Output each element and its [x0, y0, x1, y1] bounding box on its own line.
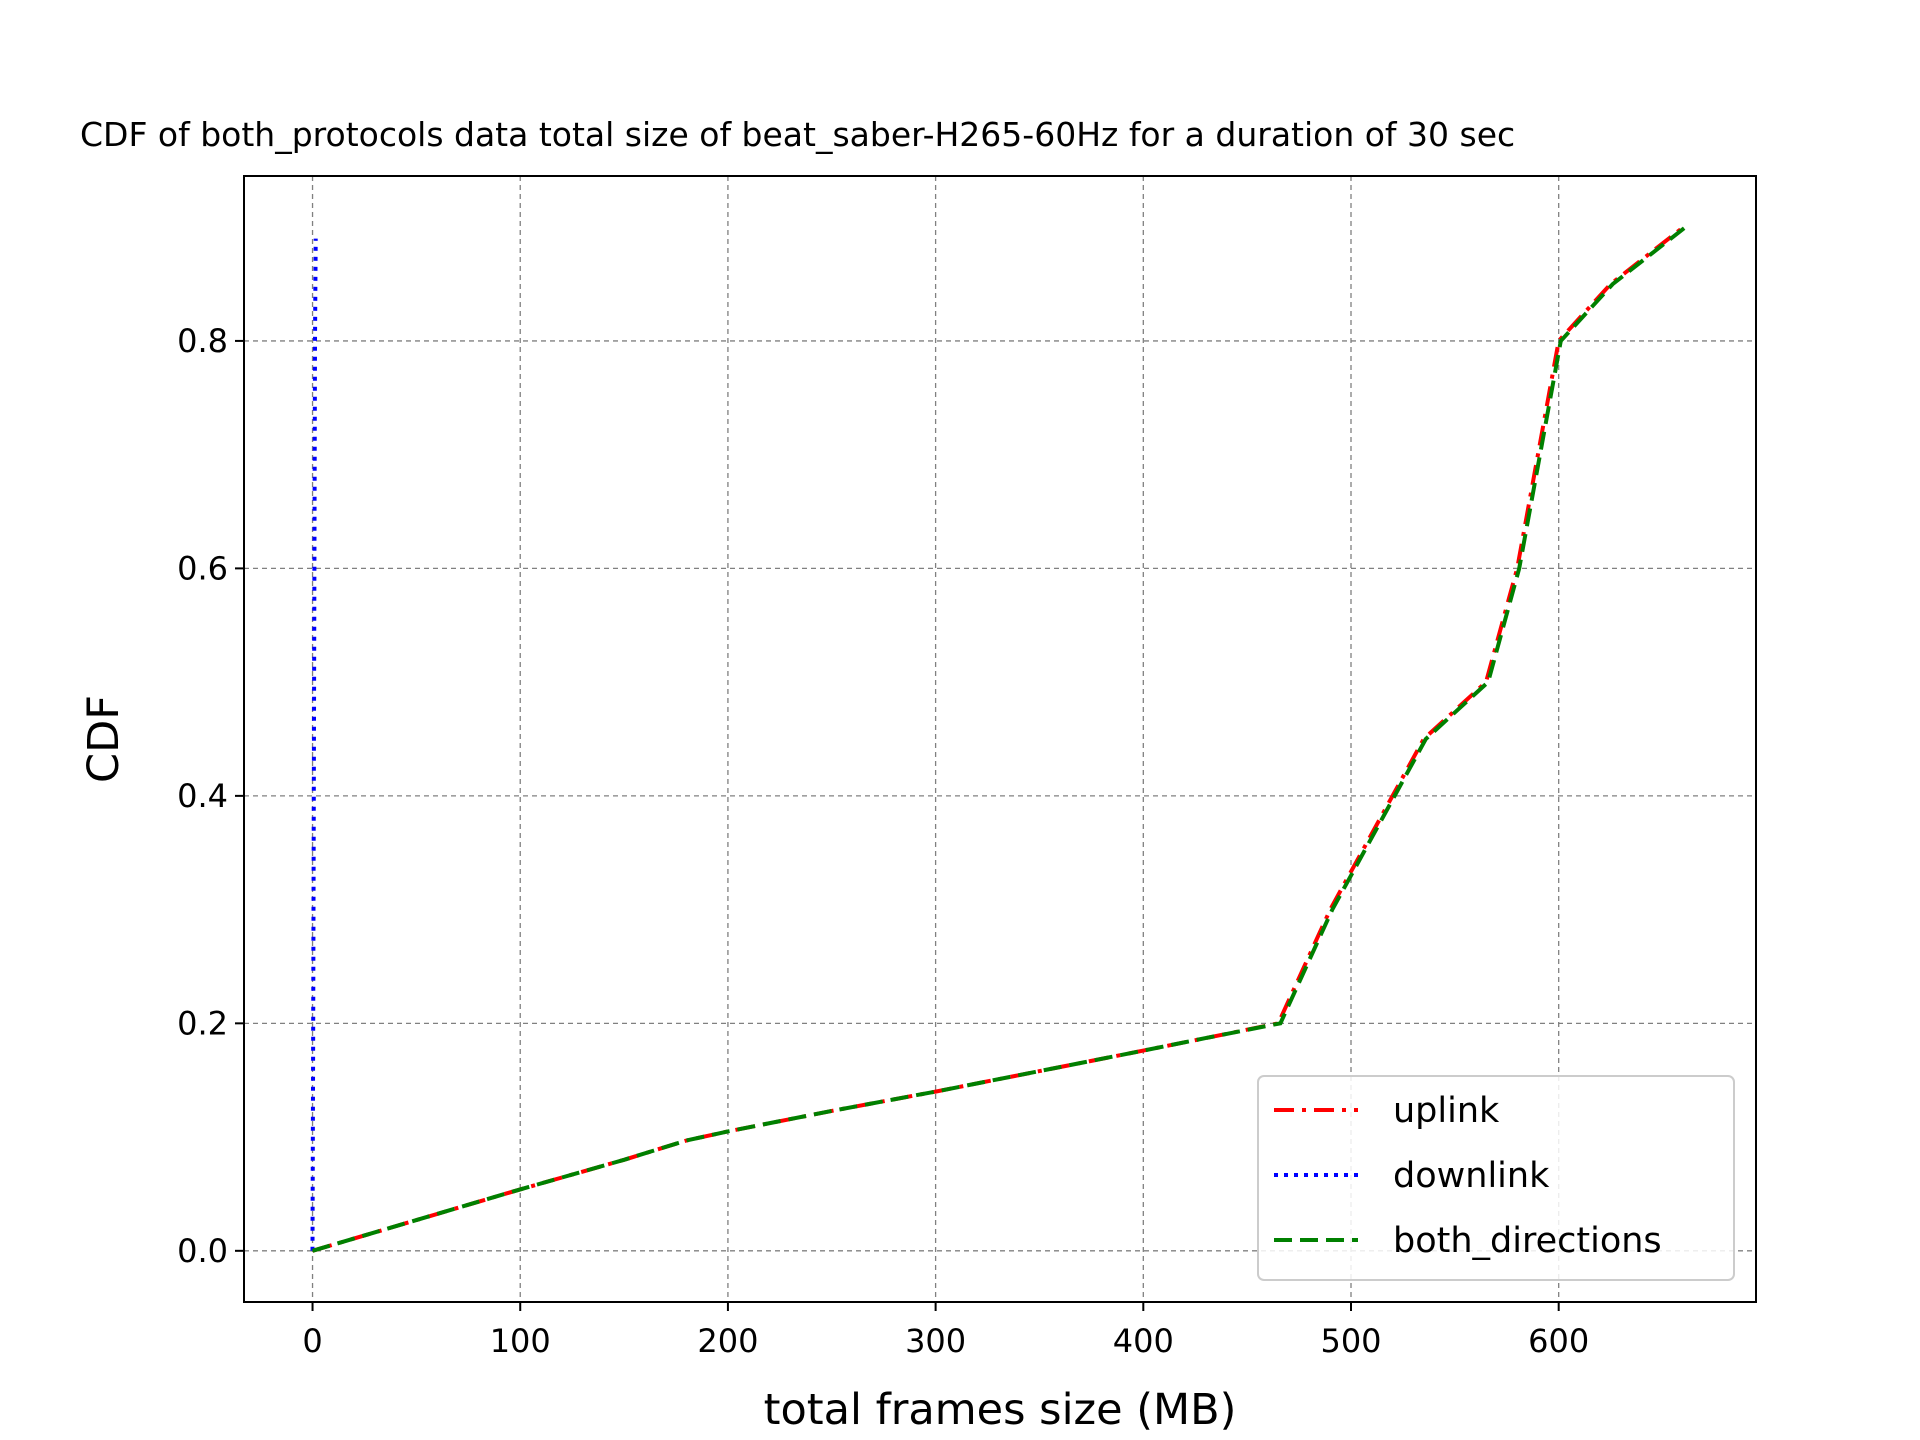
- legend-box: [1257, 1075, 1735, 1281]
- x-tick-label: 500: [1320, 1322, 1381, 1360]
- x-axis-label: total frames size (MB): [764, 1385, 1237, 1435]
- y-tick-label: 0.8: [177, 322, 228, 360]
- x-tick-label: 300: [905, 1322, 966, 1360]
- x-tick-label: 200: [697, 1322, 758, 1360]
- y-tick-label: 0.0: [177, 1232, 228, 1270]
- y-tick-label: 0.6: [177, 549, 228, 587]
- axis-ticks: 0 100 200 300 400 500 600 0.0 0.2 0.4 0.6 0.8: [177, 322, 1589, 1360]
- legend-label-downlink: downlink: [1393, 1156, 1550, 1196]
- legend: uplink downlink both_directions: [1257, 1075, 1735, 1281]
- y-tick-label: 0.2: [177, 1004, 228, 1042]
- y-axis-label: CDF: [79, 695, 129, 783]
- chart-title: CDF of both_protocols data total size of…: [80, 115, 1515, 154]
- x-tick-label: 0: [302, 1322, 322, 1360]
- y-tick-label: 0.4: [177, 777, 228, 815]
- legend-label-uplink: uplink: [1393, 1091, 1500, 1131]
- x-tick-label: 600: [1528, 1322, 1589, 1360]
- plot-frame: [243, 175, 1757, 1303]
- x-tick-label: 400: [1113, 1322, 1174, 1360]
- series-line-both_directions: [311, 225, 1687, 1253]
- legend-label-both_directions: both_directions: [1393, 1221, 1662, 1261]
- series-lines: [310, 225, 1687, 1253]
- x-tick-label: 100: [490, 1322, 551, 1360]
